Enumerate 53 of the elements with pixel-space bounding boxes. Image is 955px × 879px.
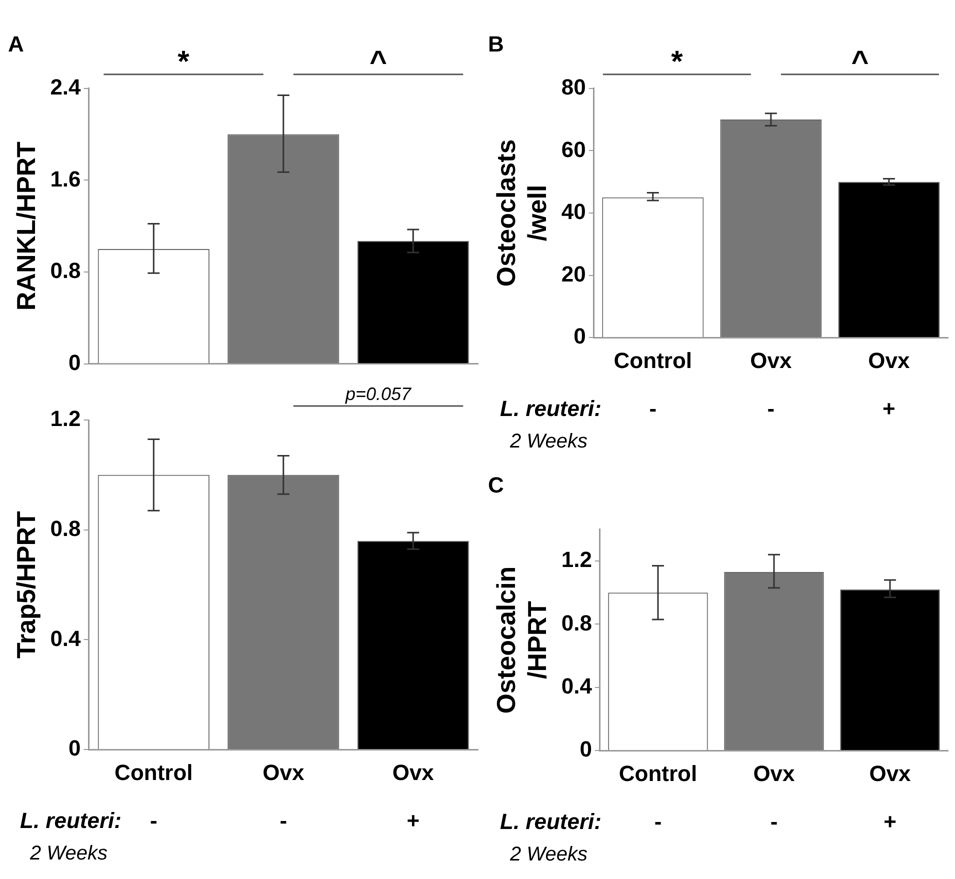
chart-title: B: [488, 31, 504, 56]
x-tick-label: Control: [618, 760, 698, 786]
x-tick-label: Ovx: [753, 760, 796, 786]
text: -: [150, 808, 158, 834]
y-tick-label: 0.8: [50, 516, 81, 541]
y-tick-label: 1.6: [50, 166, 81, 192]
y-axis-title: Osteoclasts /well: [490, 139, 552, 287]
y-tick-label: 0: [68, 736, 81, 761]
text: ^: [851, 46, 869, 79]
y-tick-label: 0.4: [50, 626, 82, 651]
text: 2 Weeks: [509, 844, 588, 866]
y-tick-label: 0: [580, 736, 592, 762]
text: -: [770, 809, 778, 834]
chart-title: A: [8, 31, 24, 56]
text: p=0.057: [344, 384, 412, 404]
text: 2 Weeks: [509, 430, 588, 453]
text: -: [767, 396, 775, 422]
x-tick-label: Control: [614, 348, 692, 373]
y-tick-label: 0.4: [561, 673, 593, 698]
y-tick-label: 0: [68, 350, 81, 375]
x-tick-label: Ovx: [262, 760, 305, 785]
x-tick-label: Ovx: [869, 760, 912, 786]
chart-title: C: [488, 472, 504, 498]
x-tick-label: Ovx: [750, 348, 792, 373]
x-tick-label: Ovx: [868, 348, 911, 373]
y-tick-label: 2.4: [50, 74, 82, 100]
text: +: [882, 396, 896, 422]
text: -: [649, 396, 657, 422]
y-tick-label: 1.2: [50, 406, 81, 432]
y-tick-label: 40: [561, 199, 586, 224]
y-axis-title: RANKL/HPRT: [10, 141, 41, 311]
y-tick-label: 60: [561, 136, 586, 162]
text: -: [654, 809, 662, 834]
y-tick-label: 1.2: [561, 547, 592, 572]
y-axis-title: Trap5/HPRT: [10, 511, 41, 658]
y-tick-label: 0.8: [50, 258, 81, 284]
x-tick-label: Ovx: [392, 760, 435, 785]
text: L. reuteri:: [500, 396, 602, 422]
text: *: [178, 46, 190, 79]
text: +: [406, 808, 420, 834]
y-tick-label: 0.8: [561, 610, 592, 636]
y-tick-label: 80: [561, 74, 586, 100]
y-tick-label: 0: [574, 324, 586, 349]
y-axis-title: Osteocalcin /HPRT: [490, 566, 552, 714]
x-tick-label: Control: [114, 760, 193, 785]
text: -: [280, 808, 288, 834]
text: ^: [369, 46, 388, 79]
text: L. reuteri:: [20, 808, 122, 834]
text: *: [671, 46, 684, 79]
text: L. reuteri:: [500, 809, 602, 834]
text: 2 Weeks: [29, 842, 108, 865]
text: +: [884, 809, 896, 834]
y-tick-label: 20: [561, 261, 586, 286]
